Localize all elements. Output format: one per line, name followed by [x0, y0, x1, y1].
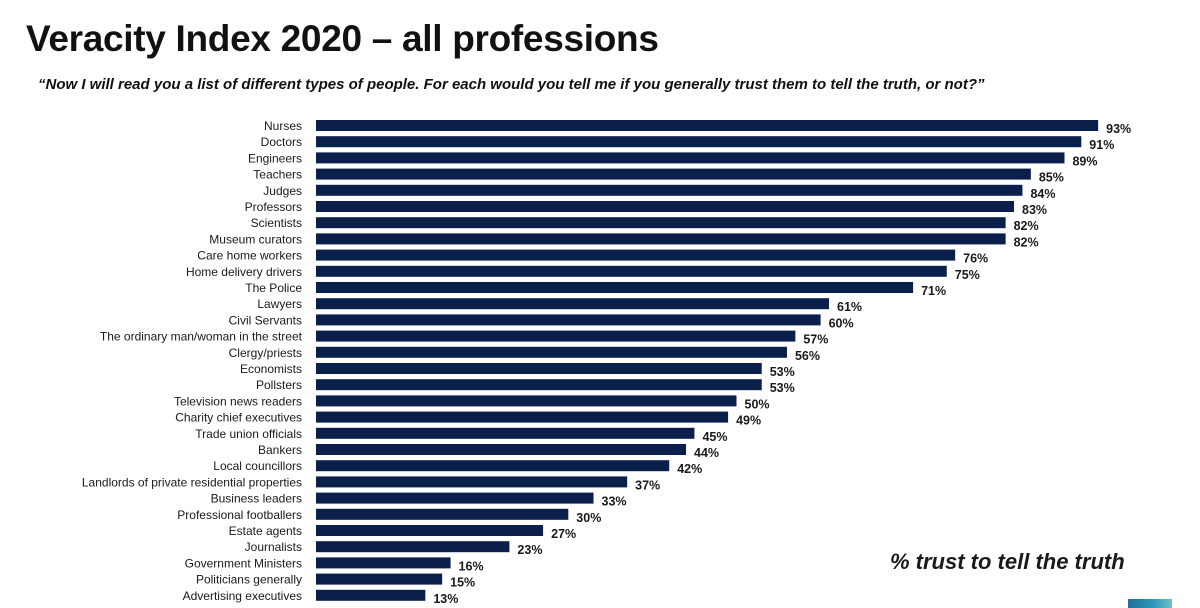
category-label: Politicians generally	[196, 573, 302, 587]
category-label: Government Ministers	[185, 556, 302, 570]
category-label: Engineers	[248, 151, 302, 165]
value-label: 53%	[770, 365, 795, 379]
category-label: Clergy/priests	[229, 346, 302, 360]
bar	[316, 346, 787, 358]
category-label: Pollsters	[256, 378, 302, 392]
category-label: Landlords of private residential propert…	[82, 475, 302, 489]
value-label: 71%	[921, 284, 946, 298]
value-label: 93%	[1106, 122, 1131, 136]
bar	[316, 460, 670, 472]
bar	[316, 557, 451, 569]
value-label: 15%	[450, 576, 475, 590]
category-label: Judges	[263, 184, 302, 198]
value-label: 45%	[702, 430, 727, 444]
category-label: Local councillors	[213, 459, 302, 473]
bar	[316, 282, 914, 293]
value-label: 13%	[433, 592, 458, 606]
value-label: 89%	[1072, 154, 1097, 168]
brand-logo	[1128, 599, 1172, 608]
value-label: 83%	[1022, 203, 1047, 217]
bar	[316, 427, 695, 439]
category-label: Journalists	[245, 540, 302, 554]
chart-subtitle: “Now I will read you a list of different…	[38, 76, 985, 93]
bar	[316, 249, 956, 261]
bar	[316, 363, 762, 374]
value-label: 44%	[694, 446, 719, 460]
bar	[316, 152, 1065, 164]
bar	[316, 136, 1082, 148]
category-label: Civil Servants	[229, 313, 302, 327]
value-label: 49%	[736, 414, 761, 428]
category-label: Teachers	[253, 168, 302, 182]
bar-chart: Nurses 93% Doctors 91% Engineers 89% Teachers 8…	[82, 119, 1131, 606]
bar	[316, 395, 737, 407]
bar	[316, 379, 762, 391]
bar	[316, 525, 544, 536]
category-label: Home delivery drivers	[186, 265, 302, 279]
value-label: 37%	[635, 478, 660, 492]
value-label: 42%	[677, 462, 702, 476]
category-label: Museum curators	[209, 232, 302, 246]
bar	[316, 120, 1099, 131]
bar	[316, 265, 947, 277]
value-label: 82%	[1014, 219, 1039, 233]
bar	[316, 492, 594, 504]
value-label: 61%	[837, 300, 862, 314]
value-label: 27%	[551, 527, 576, 541]
category-label: Advertising executives	[183, 589, 302, 603]
bar	[316, 298, 830, 310]
bar	[316, 589, 426, 601]
category-label: Television news readers	[174, 394, 302, 408]
value-label: 56%	[795, 349, 820, 363]
value-label: 57%	[803, 333, 828, 347]
category-label: Professors	[245, 200, 302, 214]
category-label: Trade union officials	[195, 427, 302, 441]
value-label: 85%	[1039, 171, 1064, 185]
category-label: Charity chief executives	[175, 411, 302, 425]
bar	[316, 314, 821, 326]
bar	[316, 541, 510, 553]
bar	[316, 444, 687, 455]
value-label: 30%	[576, 511, 601, 525]
category-label: Estate agents	[229, 524, 302, 538]
bar	[316, 201, 1015, 212]
category-label: Nurses	[264, 119, 302, 133]
bar	[316, 168, 1031, 180]
category-label: Care home workers	[197, 249, 302, 263]
value-label: 82%	[1014, 235, 1039, 249]
bar	[316, 411, 729, 423]
bar	[316, 233, 1006, 245]
category-label: Lawyers	[257, 297, 302, 311]
value-label: 91%	[1089, 138, 1114, 152]
measure-annotation: % trust to tell the truth	[890, 549, 1125, 574]
category-label: Bankers	[258, 443, 302, 457]
value-label: 16%	[459, 559, 484, 573]
category-label: Scientists	[251, 216, 302, 230]
value-label: 53%	[770, 381, 795, 395]
bar	[316, 184, 1023, 196]
category-label: Doctors	[261, 135, 302, 149]
category-label: Business leaders	[211, 492, 302, 506]
bar	[316, 217, 1006, 229]
value-label: 84%	[1030, 187, 1055, 201]
chart-title: Veracity Index 2020 – all professions	[26, 18, 659, 59]
bar	[316, 330, 796, 342]
bar	[316, 476, 628, 488]
value-label: 75%	[955, 268, 980, 282]
value-label: 33%	[602, 495, 627, 509]
value-label: 50%	[745, 397, 770, 411]
bar	[316, 508, 569, 520]
category-label: The Police	[245, 281, 302, 295]
value-label: 23%	[517, 543, 542, 557]
value-label: 76%	[963, 252, 988, 266]
category-label: Economists	[240, 362, 302, 376]
category-label: Professional footballers	[177, 508, 302, 522]
bar	[316, 573, 443, 585]
category-label: The ordinary man/woman in the street	[100, 330, 303, 344]
value-label: 60%	[829, 316, 854, 330]
